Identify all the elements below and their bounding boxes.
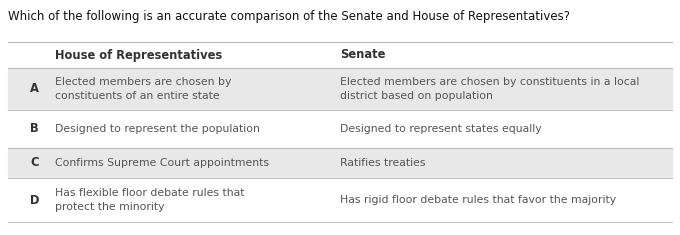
Text: Has rigid floor debate rules that favor the majority: Has rigid floor debate rules that favor … (340, 195, 616, 205)
Bar (8, 148, 672, 178)
Text: Elected members are chosen by
constituents of an entire state: Elected members are chosen by constituen… (55, 77, 231, 101)
Text: Which of the following is an accurate comparison of the Senate and House of Repr: Which of the following is an accurate co… (8, 10, 570, 23)
Text: C: C (30, 157, 39, 169)
Text: Has flexible floor debate rules that
protect the minority: Has flexible floor debate rules that pro… (55, 188, 245, 212)
Text: Senate: Senate (340, 48, 386, 62)
Bar (8, 178, 672, 222)
Text: Elected members are chosen by constituents in a local
district based on populati: Elected members are chosen by constituen… (340, 77, 639, 101)
Text: A: A (30, 82, 39, 95)
Text: House of Representatives: House of Representatives (55, 48, 222, 62)
Bar (8, 42, 672, 68)
Text: D: D (30, 193, 39, 207)
Text: Designed to represent states equally: Designed to represent states equally (340, 124, 542, 134)
Bar (8, 68, 672, 110)
Text: Confirms Supreme Court appointments: Confirms Supreme Court appointments (55, 158, 269, 168)
Text: B: B (30, 122, 39, 136)
Text: Designed to represent the population: Designed to represent the population (55, 124, 260, 134)
Text: Ratifies treaties: Ratifies treaties (340, 158, 426, 168)
Bar (8, 110, 672, 148)
